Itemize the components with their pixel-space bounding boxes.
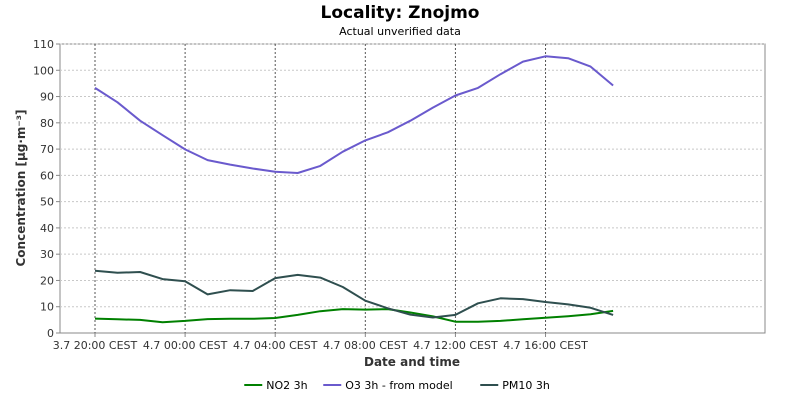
x-axis-label: Date and time bbox=[364, 355, 460, 369]
y-tick-label: 80 bbox=[40, 117, 54, 130]
y-tick-label: 50 bbox=[40, 196, 54, 209]
legend-label: O3 3h - from model bbox=[345, 379, 452, 392]
y-tick-label: 20 bbox=[40, 274, 54, 287]
legend-label: NO2 3h bbox=[266, 379, 307, 392]
series-lines bbox=[94, 55, 614, 324]
x-tick-label: 4.7 16:00 CEST bbox=[503, 339, 588, 352]
y-axis-ticks: 0 10 20 30 40 50 60 70 80 90 100 110 bbox=[33, 38, 60, 340]
y-tick-label: 30 bbox=[40, 248, 54, 261]
x-tick-label: 4.7 00:00 CEST bbox=[143, 339, 228, 352]
x-tick-label: 4.7 04:00 CEST bbox=[233, 339, 318, 352]
y-tick-label: 100 bbox=[33, 64, 54, 77]
chart-subtitle: Actual unverified data bbox=[339, 25, 461, 38]
legend-item: NO2 3h bbox=[244, 379, 308, 392]
y-axis-label: Concentration [µg·m⁻³] bbox=[14, 110, 28, 267]
series-line-o3-3h-from-model bbox=[94, 55, 614, 174]
y-tick-label: 40 bbox=[40, 222, 54, 235]
y-tick-label: 60 bbox=[40, 169, 54, 182]
series-line-no2-3h bbox=[94, 308, 614, 324]
chart-title: Locality: Znojmo bbox=[321, 3, 480, 23]
y-tick-label: 110 bbox=[33, 38, 54, 51]
x-tick-label: 4.7 08:00 CEST bbox=[323, 339, 408, 352]
y-tick-label: 90 bbox=[40, 91, 54, 104]
legend: NO2 3h O3 3h - from model PM10 3h bbox=[244, 379, 550, 392]
legend-item: O3 3h - from model bbox=[323, 379, 453, 392]
series-line-pm10-3h bbox=[94, 269, 614, 319]
plot-area bbox=[59, 43, 766, 334]
x-tick-label: 3.7 20:00 CEST bbox=[53, 339, 138, 352]
legend-label: PM10 3h bbox=[502, 379, 550, 392]
y-tick-label: 0 bbox=[47, 327, 54, 340]
x-axis-ticks: 3.7 20:00 CEST 4.7 00:00 CEST 4.7 04:00 CE… bbox=[53, 333, 588, 352]
grid bbox=[60, 43, 765, 333]
y-tick-label: 10 bbox=[40, 301, 54, 314]
legend-item: PM10 3h bbox=[480, 379, 550, 392]
x-tick-label: 4.7 12:00 CEST bbox=[413, 339, 498, 352]
y-tick-label: 70 bbox=[40, 143, 54, 156]
